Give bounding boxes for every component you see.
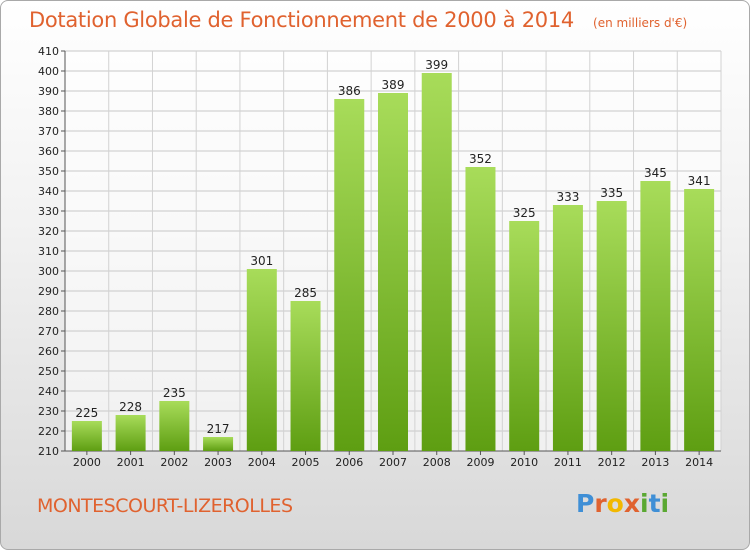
y-tick-label: 410 xyxy=(38,45,59,58)
x-tick-label: 2004 xyxy=(248,456,276,469)
y-tick-label: 390 xyxy=(38,85,59,98)
y-tick-label: 360 xyxy=(38,145,59,158)
data-label: 352 xyxy=(469,152,492,166)
data-label: 217 xyxy=(207,422,230,436)
y-tick-label: 400 xyxy=(38,65,59,78)
x-tick-label: 2003 xyxy=(204,456,232,469)
bar xyxy=(684,189,715,451)
brand-letter: i xyxy=(640,489,649,518)
x-tick-label: 2012 xyxy=(598,456,626,469)
data-label: 235 xyxy=(163,386,186,400)
y-tick-label: 350 xyxy=(38,165,59,178)
data-label: 228 xyxy=(119,400,142,414)
data-label: 325 xyxy=(513,206,536,220)
bar xyxy=(640,181,671,451)
y-tick-label: 380 xyxy=(38,105,59,118)
bar xyxy=(465,167,496,451)
bar xyxy=(71,421,102,451)
y-tick-label: 230 xyxy=(38,405,59,418)
y-tick-label: 210 xyxy=(38,445,59,458)
data-label: 389 xyxy=(382,78,405,92)
brand-letter: i xyxy=(660,489,670,518)
data-label: 301 xyxy=(250,254,273,268)
y-tick-label: 290 xyxy=(38,285,59,298)
bar xyxy=(290,301,321,451)
x-tick-label: 2006 xyxy=(335,456,363,469)
x-tick-label: 2010 xyxy=(510,456,538,469)
x-tick-label: 2000 xyxy=(73,456,101,469)
y-tick-label: 320 xyxy=(38,225,59,238)
y-tick-label: 330 xyxy=(38,205,59,218)
brand-letter: x xyxy=(623,489,640,518)
y-tick-label: 260 xyxy=(38,345,59,358)
x-tick-label: 2009 xyxy=(466,456,494,469)
bar xyxy=(596,201,627,451)
chart-unit: (en milliers d'€) xyxy=(593,16,688,30)
commune-name: MONTESCOURT-LIZEROLLES xyxy=(37,495,293,517)
bar xyxy=(246,269,277,451)
bar xyxy=(115,415,146,451)
bar xyxy=(552,205,583,451)
y-tick-label: 300 xyxy=(38,265,59,278)
x-tick-label: 2008 xyxy=(423,456,451,469)
data-label: 335 xyxy=(600,186,623,200)
x-tick-label: 2005 xyxy=(292,456,320,469)
x-tick-label: 2007 xyxy=(379,456,407,469)
y-tick-label: 240 xyxy=(38,385,59,398)
y-tick-label: 220 xyxy=(38,425,59,438)
brand-letter: t xyxy=(648,489,661,518)
bar xyxy=(203,437,234,451)
bar xyxy=(509,221,540,451)
x-tick-label: 2011 xyxy=(554,456,582,469)
y-tick-label: 250 xyxy=(38,365,59,378)
bar xyxy=(421,73,452,451)
data-label: 345 xyxy=(644,166,667,180)
y-tick-label: 340 xyxy=(38,185,59,198)
y-tick-label: 270 xyxy=(38,325,59,338)
title-row: Dotation Globale de Fonctionnement de 20… xyxy=(29,8,687,32)
data-label: 399 xyxy=(425,58,448,72)
x-tick-label: 2002 xyxy=(160,456,188,469)
data-label: 333 xyxy=(556,190,579,204)
brand-letter: r xyxy=(594,489,607,518)
x-tick-label: 2014 xyxy=(685,456,713,469)
x-tick-label: 2001 xyxy=(117,456,145,469)
bar xyxy=(159,401,190,451)
y-tick-label: 310 xyxy=(38,245,59,258)
brand-letter: o xyxy=(606,489,624,518)
y-tick-label: 280 xyxy=(38,305,59,318)
data-label: 225 xyxy=(75,406,98,420)
data-label: 386 xyxy=(338,84,361,98)
data-label: 285 xyxy=(294,286,317,300)
x-tick-label: 2013 xyxy=(641,456,669,469)
y-tick-label: 370 xyxy=(38,125,59,138)
bar xyxy=(334,99,365,451)
bar xyxy=(378,93,408,451)
brand-letter: P xyxy=(576,489,595,518)
brand-logo: Proxiti xyxy=(576,489,669,518)
chart-title: Dotation Globale de Fonctionnement de 20… xyxy=(29,8,574,32)
data-label: 341 xyxy=(688,174,711,188)
